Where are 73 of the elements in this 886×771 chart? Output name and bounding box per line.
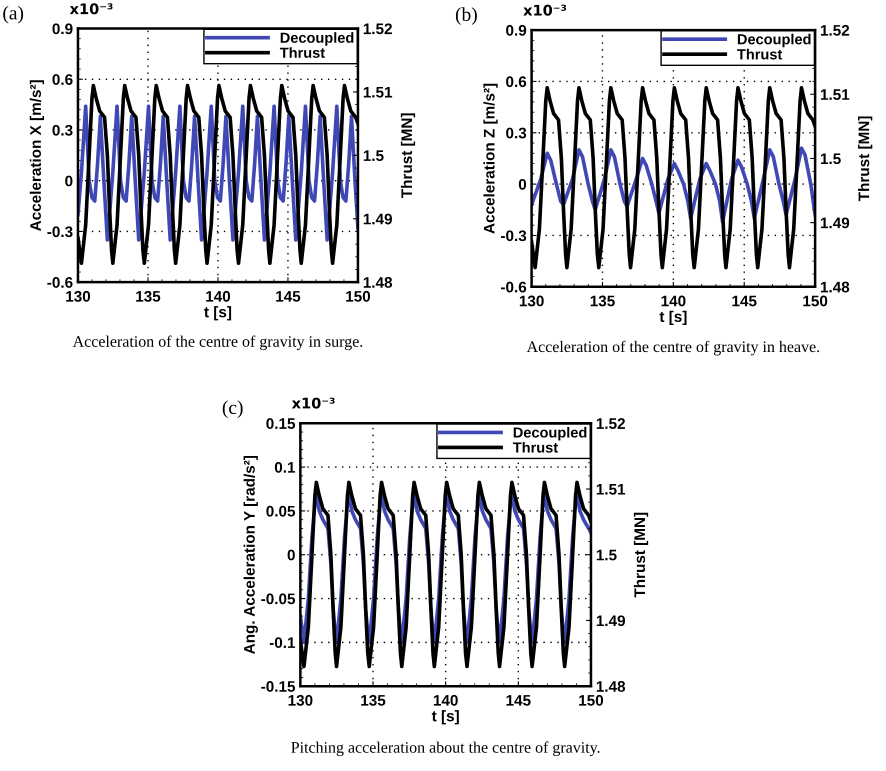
y-axis-title: Acceleration X [m/s²]	[30, 80, 44, 231]
y-tick-label: -0.3	[501, 230, 526, 242]
y-axis-title: Acceleration Z [m/s²]	[483, 84, 498, 234]
text: (b)	[456, 7, 477, 25]
y2-tick-label: 1.49	[820, 217, 850, 228]
y-tick-label: 0	[518, 178, 526, 190]
y-tick-label: 0.3	[52, 124, 73, 136]
y-tick-label: 0.1	[274, 462, 296, 473]
legend-label: Thrust	[280, 47, 325, 58]
legend-label: Decoupled	[280, 32, 354, 46]
y2-tick-label: 1.51	[820, 89, 850, 100]
y-tick-label: 0.3	[506, 128, 526, 138]
y-axis-title: Ang. Acceleration Y [rad/s²]	[244, 456, 258, 654]
legend-label: Decoupled	[738, 34, 811, 48]
y2-tick-label: 1.49	[596, 615, 625, 626]
text: Pitching acceleration about the centre of gravity.	[291, 741, 600, 756]
text: x10⁻³	[70, 3, 113, 14]
x-tick-label: 150	[579, 694, 604, 706]
y-tick-label: 0	[65, 176, 72, 186]
x-tick-label: 130	[288, 694, 312, 706]
text: Acceleration of the centre of gravity in heave.	[526, 340, 820, 356]
y2-axis-title: Thrust [MN]	[858, 116, 872, 202]
y-tick-label: -0.1	[270, 637, 296, 648]
legend-label: Thrust	[512, 442, 558, 453]
y2-tick-label: 1.5	[596, 550, 617, 560]
legend-label: Decoupled	[514, 426, 586, 441]
y-tick-label: -0.05	[261, 593, 296, 604]
text: Acceleration of the centre of gravity in surge.	[72, 335, 362, 350]
y2-tick-label: 1.52	[820, 24, 850, 36]
x-tick-label: 150	[346, 290, 370, 302]
y2-tick-label: 1.51	[364, 86, 392, 98]
y2-tick-label: 1.5	[820, 153, 841, 164]
x-axis-title: t [s]	[660, 310, 687, 326]
x-tick-label: 145	[276, 291, 300, 302]
x-tick-label: 135	[590, 296, 615, 306]
y-tick-label: 0	[288, 550, 295, 560]
text: x10⁻³	[292, 398, 335, 409]
y-tick-label: 0.9	[506, 24, 526, 36]
y2-tick-label: 1.49	[364, 214, 392, 224]
x-axis-title: t [s]	[432, 710, 459, 724]
y2-tick-label: 1.48	[820, 282, 850, 292]
y-tick-label: -0.15	[261, 681, 296, 692]
y2-tick-label: 1.5	[364, 150, 384, 162]
x-tick-label: 135	[136, 290, 160, 302]
y-tick-label: 0.05	[266, 506, 296, 517]
x-tick-label: 150	[803, 296, 828, 306]
y2-tick-label: 1.48	[596, 681, 626, 692]
text: (a)	[3, 6, 24, 24]
x-tick-label: 145	[732, 296, 757, 306]
y2-tick-label: 1.52	[364, 23, 392, 34]
x-axis-title: t [s]	[204, 306, 232, 320]
x-tick-label: 145	[506, 695, 531, 706]
y-tick-label: 0.9	[52, 23, 73, 34]
x-tick-label: 130	[520, 296, 544, 306]
y-tick-label: 0.15	[266, 418, 296, 429]
y-tick-label: -0.3	[47, 226, 73, 238]
x-tick-label: 140	[206, 290, 230, 302]
x-tick-label: 135	[361, 694, 386, 706]
legend-label: Thrust	[737, 48, 782, 60]
x-tick-label: 140	[434, 694, 458, 706]
y2-axis-title: Thrust [MN]	[400, 113, 416, 198]
y2-tick-label: 1.48	[364, 277, 392, 288]
y-tick-label: -0.6	[501, 282, 526, 292]
text: x10⁻³	[523, 4, 566, 16]
y2-axis-title: Thrust [MN]	[634, 512, 648, 598]
x-tick-label: 140	[662, 296, 686, 306]
y-tick-label: 0.6	[52, 74, 73, 85]
text: (c)	[222, 400, 243, 418]
y-tick-label: 0.6	[506, 76, 526, 88]
y2-tick-label: 1.52	[596, 418, 625, 429]
y2-tick-label: 1.51	[596, 484, 626, 495]
y-tick-label: -0.6	[47, 277, 73, 288]
x-tick-label: 130	[66, 290, 90, 302]
